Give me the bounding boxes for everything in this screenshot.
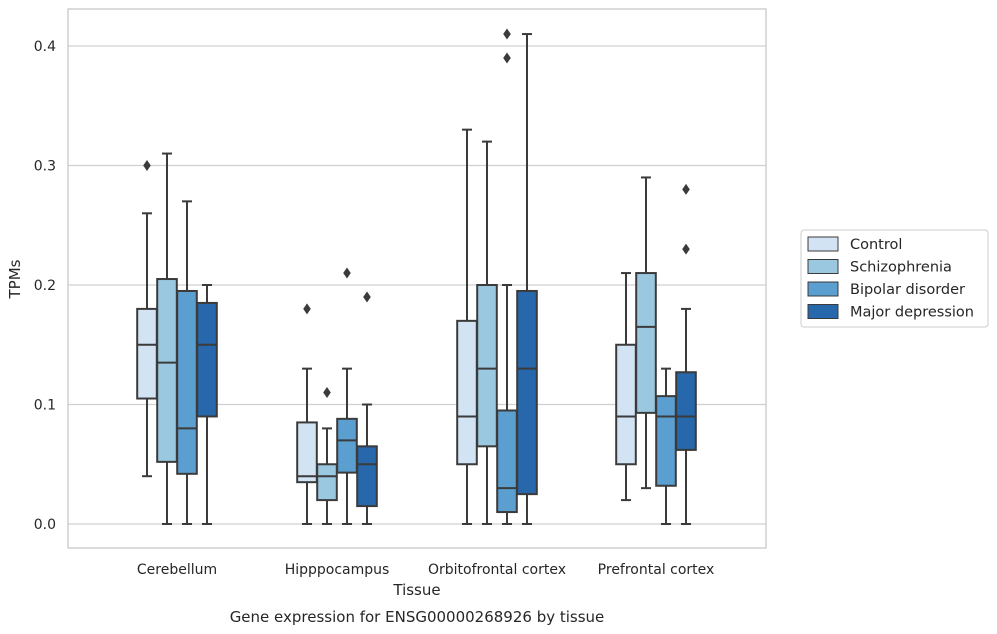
box-group: [316, 387, 338, 525]
box-group: [615, 272, 637, 502]
box: [296, 421, 318, 484]
y-tick-label: 0.3: [34, 159, 56, 175]
box-group: [156, 152, 178, 525]
legend-label: Control: [850, 237, 902, 253]
box: [635, 272, 657, 414]
outlier-marker: [303, 303, 311, 315]
x-tick-label: Hipppocampus: [285, 562, 390, 578]
chart-caption: Gene expression for ENSG00000268926 by t…: [230, 608, 605, 626]
x-tick-label: Cerebellum: [137, 562, 217, 578]
x-tick-label: Orbitofrontal cortex: [428, 562, 566, 578]
box: [655, 395, 677, 487]
box: [615, 343, 637, 466]
y-tick-label: 0.2: [34, 278, 56, 294]
legend-swatch: [807, 259, 839, 274]
outlier-marker: [143, 160, 151, 171]
legend-swatch: [807, 304, 839, 319]
box-group: [496, 28, 518, 525]
outlier-marker: [503, 52, 511, 64]
box: [336, 417, 358, 474]
legend-swatch: [807, 281, 839, 297]
y-axis-label: TPMs: [6, 259, 24, 299]
box-group: [356, 291, 378, 525]
boxes: [136, 28, 697, 525]
y-axis-ticks: 0.0 0.1 0.2 0.3 0.4: [34, 39, 56, 533]
plot-frame: [67, 8, 767, 549]
box-group: [675, 183, 697, 525]
legend: Control Schizophrenia Bipolar disorder Majo…: [800, 229, 989, 328]
legend-swatch: [807, 236, 839, 252]
box: [196, 301, 218, 418]
box: [496, 409, 518, 514]
box: [476, 284, 498, 448]
box-group: [336, 267, 358, 525]
legend-label: Schizophrenia: [850, 260, 952, 276]
box-group: [176, 200, 198, 525]
outlier-marker: [343, 267, 351, 279]
outlier-marker: [682, 183, 690, 195]
legend-label: Bipolar disorder: [850, 282, 965, 298]
outlier-marker: [503, 28, 511, 40]
box-group: [196, 284, 218, 525]
box: [136, 307, 158, 400]
box: [456, 319, 478, 466]
x-tick-label: Prefrontal cortex: [598, 562, 715, 578]
box: [675, 371, 697, 451]
box: [516, 289, 538, 496]
outlier-marker: [363, 291, 371, 303]
x-axis-label: Tissue: [392, 581, 440, 599]
legend-label: Major depression: [850, 305, 974, 321]
y-tick-label: 0.0: [34, 517, 56, 533]
box-group: [296, 303, 318, 525]
y-tick-label: 0.1: [34, 398, 56, 414]
box-group: [476, 140, 498, 525]
box-group: [516, 33, 538, 525]
box: [316, 463, 338, 502]
outlier-marker: [682, 243, 690, 255]
box: [156, 278, 178, 463]
box-group: [136, 160, 158, 478]
box: [356, 445, 378, 508]
legend-frame: [800, 229, 989, 328]
box-group: [456, 128, 478, 525]
box-group: [635, 176, 657, 490]
box: [176, 289, 198, 475]
outlier-marker: [323, 387, 331, 399]
y-tick-label: 0.4: [34, 39, 56, 55]
x-axis-ticks: Cerebellum Hipppocampus Orbitofrontal cort…: [137, 562, 714, 578]
box-group: [655, 367, 677, 525]
